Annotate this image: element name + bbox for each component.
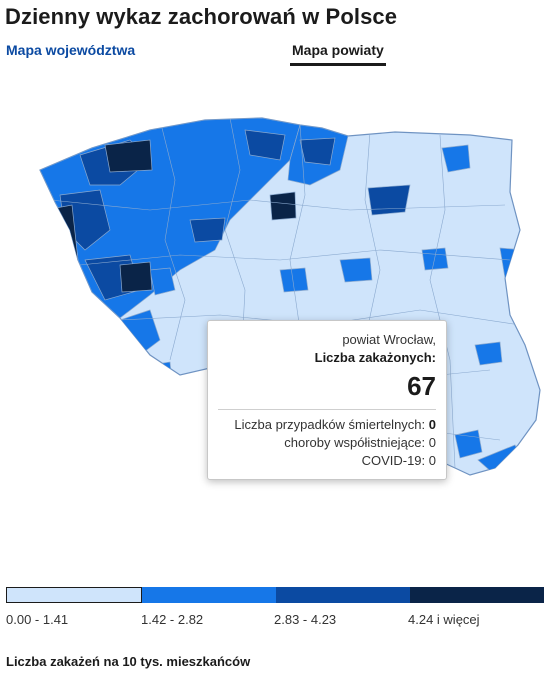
legend-swatch-3 <box>276 587 410 603</box>
tooltip-deaths-label: Liczba przypadków śmiertelnych: <box>234 417 426 432</box>
map-tabs: Mapa województwa Mapa powiaty <box>0 42 550 78</box>
legend-range-2: 1.42 - 2.82 <box>141 612 204 627</box>
tooltip-comorbid-label: choroby współistniejące: <box>284 435 426 450</box>
county-west-small-2[interactable] <box>124 394 149 419</box>
tab-mapa-wojewodztwa[interactable]: Mapa województwa <box>6 42 135 66</box>
county-east-1[interactable] <box>441 144 471 173</box>
tooltip-comorbid: choroby współistniejące: 0 <box>218 434 436 452</box>
county-southeast-1[interactable] <box>474 341 503 366</box>
tooltip-cases-value: 67 <box>407 371 436 401</box>
county-center-2[interactable] <box>279 267 309 293</box>
county-east-2[interactable] <box>421 247 449 271</box>
county-center-dark[interactable] <box>189 217 226 243</box>
tooltip-covid: COVID-19: 0 <box>218 452 436 470</box>
tab-mapa-powiaty[interactable]: Mapa powiaty <box>290 42 386 66</box>
county-west-darkest[interactable] <box>44 204 79 266</box>
tooltip-comorbid-value: 0 <box>428 435 436 450</box>
tooltip-cases-label: Liczba zakażonych: <box>314 350 436 365</box>
county-north-dark[interactable] <box>244 129 286 161</box>
county-center-1[interactable] <box>339 257 373 283</box>
tooltip-deaths-value: 0 <box>428 417 436 432</box>
legend-swatch-4 <box>410 587 544 603</box>
county-north-darkest[interactable] <box>269 191 297 221</box>
legend-range-4: 4.24 i więcej <box>408 612 480 627</box>
tooltip-covid-label: COVID-19: <box>361 453 426 468</box>
tooltip-covid-value: 0 <box>428 453 436 468</box>
county-east-dark[interactable] <box>367 184 411 216</box>
tooltip-county: powiat Wrocław, <box>342 332 436 347</box>
legend-labels: 0.00 - 1.41 1.42 - 2.82 2.83 - 4.23 4.24… <box>6 612 544 630</box>
county-ne-dark[interactable] <box>299 137 336 166</box>
legend-swatch-1 <box>6 587 142 603</box>
tooltip-deaths: Liczba przypadków śmiertelnych: 0 <box>218 416 436 434</box>
legend-color-scale <box>6 587 544 603</box>
legend-swatch-2 <box>142 587 276 603</box>
county-center-west-darkest[interactable] <box>119 261 153 293</box>
county-west-small[interactable] <box>149 361 173 385</box>
legend-caption: Liczba zakażeń na 10 tys. mieszkańców <box>6 654 251 669</box>
county-nw-darkest-1[interactable] <box>104 139 153 173</box>
county-central-west-2[interactable] <box>149 267 176 296</box>
legend-range-3: 2.83 - 4.23 <box>274 612 337 627</box>
page-title: Dzienny wykaz zachorowań w Polsce <box>5 4 398 29</box>
legend-range-1: 0.00 - 1.41 <box>6 612 69 627</box>
county-tooltip: powiat Wrocław, Liczba zakażonych: 67 Li… <box>207 320 447 480</box>
tooltip-divider <box>218 409 436 410</box>
